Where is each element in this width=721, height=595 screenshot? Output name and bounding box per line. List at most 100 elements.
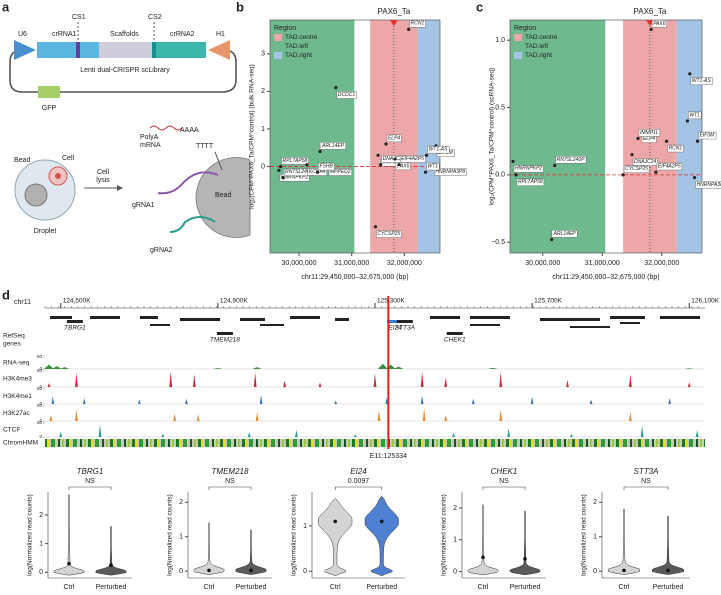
gene — [387, 320, 404, 323]
mean-dot — [109, 563, 113, 567]
point — [277, 168, 281, 172]
chart-title: STT3A — [634, 467, 659, 476]
gene — [396, 320, 413, 323]
signal-peak — [196, 414, 200, 421]
legend-label: TAD.centre — [525, 34, 558, 41]
x-tick-label: Ctrl — [330, 584, 341, 591]
x-tick-label: Perturbed — [653, 584, 684, 591]
signal-peak — [444, 415, 448, 421]
gene — [446, 332, 463, 335]
point — [393, 157, 397, 161]
h1-label: H1 — [216, 31, 225, 38]
signal-peak — [628, 412, 632, 421]
point-label-box — [632, 158, 658, 166]
y-tick-label: 0 — [39, 569, 43, 576]
point — [654, 170, 658, 174]
mean-dot — [523, 557, 527, 561]
grna2-strand — [169, 216, 216, 233]
significance-bracket — [623, 486, 669, 490]
y-tick-label: 0 — [453, 568, 457, 575]
point — [514, 173, 518, 177]
y-axis-label: log(Normalized read counts) — [581, 494, 588, 576]
gene-label: TMEM218 — [210, 337, 240, 344]
significance-bracket — [68, 486, 112, 490]
signal-peak — [668, 398, 672, 404]
cell-label: Cell — [62, 155, 75, 162]
point-label-box — [409, 20, 426, 28]
violin — [607, 508, 641, 575]
x-tick-label: Ctrl — [619, 584, 630, 591]
x-tick-label: 125,700K — [534, 298, 562, 305]
y-tick-label: 1 — [261, 126, 265, 133]
violin — [651, 515, 685, 575]
point-label: WT1-AS — [692, 78, 712, 84]
point-label: EIF3M — [700, 133, 716, 139]
vector-loop — [9, 49, 237, 93]
point-label: FSHB — [319, 164, 333, 170]
point — [636, 136, 640, 141]
y-axis-label: log₂(CPM^PAX6_Ta/CPM^control) (scRNA-seq… — [489, 68, 496, 205]
y-tick-label: 2 — [261, 88, 265, 95]
track-label: RNA-seq — [3, 360, 30, 367]
x-tick-label: 125,300K — [377, 298, 405, 305]
point — [305, 163, 309, 167]
point-label: HNRNPKP2 — [515, 166, 542, 172]
signal-peak — [192, 374, 196, 387]
gene-label: STT3A — [395, 325, 415, 332]
violin — [53, 494, 85, 576]
point-label: ELP4 — [388, 135, 400, 141]
point-label: RCN1 — [411, 21, 425, 27]
signal-peak — [59, 431, 63, 437]
signal-peak — [420, 395, 424, 404]
lysis-label: Cell — [97, 169, 110, 176]
point — [376, 153, 380, 157]
point-label-box — [427, 145, 450, 154]
signal-peak — [628, 374, 632, 387]
capture-oligo — [214, 151, 223, 171]
mean-dot — [622, 568, 626, 573]
point-label: WT1 — [428, 164, 439, 170]
point-label-box — [638, 129, 661, 137]
crrna2-box — [156, 42, 206, 58]
gfp-box — [38, 86, 60, 98]
y-axis-label: log(Normalized read counts) — [291, 494, 298, 576]
x-tick-label: 124,900K — [220, 298, 248, 305]
droplet-label: Droplet — [34, 228, 57, 235]
signal-peak — [377, 363, 388, 369]
legend-swatch — [274, 34, 282, 41]
point-label-box — [551, 230, 578, 238]
signal-peak — [185, 398, 188, 404]
legend-label: TAD.right — [525, 52, 552, 59]
point-label: ELP4 — [643, 136, 655, 142]
point-label: WT1-AS — [429, 147, 449, 153]
point-label: EIF4A2P5 — [401, 156, 424, 162]
y-tick-label: 1.0 — [495, 37, 505, 44]
panel-label: d — [2, 287, 10, 302]
point-label: MPPED2 — [330, 169, 351, 175]
mean-dot — [249, 568, 253, 573]
polya-label: mRNA — [140, 142, 161, 149]
region — [417, 20, 440, 253]
signal-peak — [247, 431, 251, 437]
mean-dot — [481, 555, 485, 560]
track-label: CTCF — [3, 427, 20, 434]
signal-peak — [161, 433, 165, 437]
point — [424, 153, 429, 157]
point-label-box — [513, 165, 544, 173]
gene-label: CHEK1 — [444, 337, 466, 344]
legend-label: TAD.left — [285, 43, 308, 50]
point-label: RPL7AP58 — [518, 179, 543, 185]
significance-bracket — [208, 486, 252, 490]
legend-title: Region — [274, 25, 296, 32]
point-label: RN7SL240P — [285, 169, 313, 175]
point-label: RPL7AP58 — [283, 158, 308, 164]
track-tick-label: 0 — [39, 384, 42, 389]
mean-dot — [379, 519, 384, 524]
grna2-label: gRNA2 — [150, 247, 173, 254]
panel-label: c — [476, 0, 483, 14]
point-label-box — [555, 156, 587, 164]
large-bead — [195, 157, 251, 238]
signal-peak — [43, 364, 54, 369]
point-label: CYCSP25 — [377, 231, 400, 237]
